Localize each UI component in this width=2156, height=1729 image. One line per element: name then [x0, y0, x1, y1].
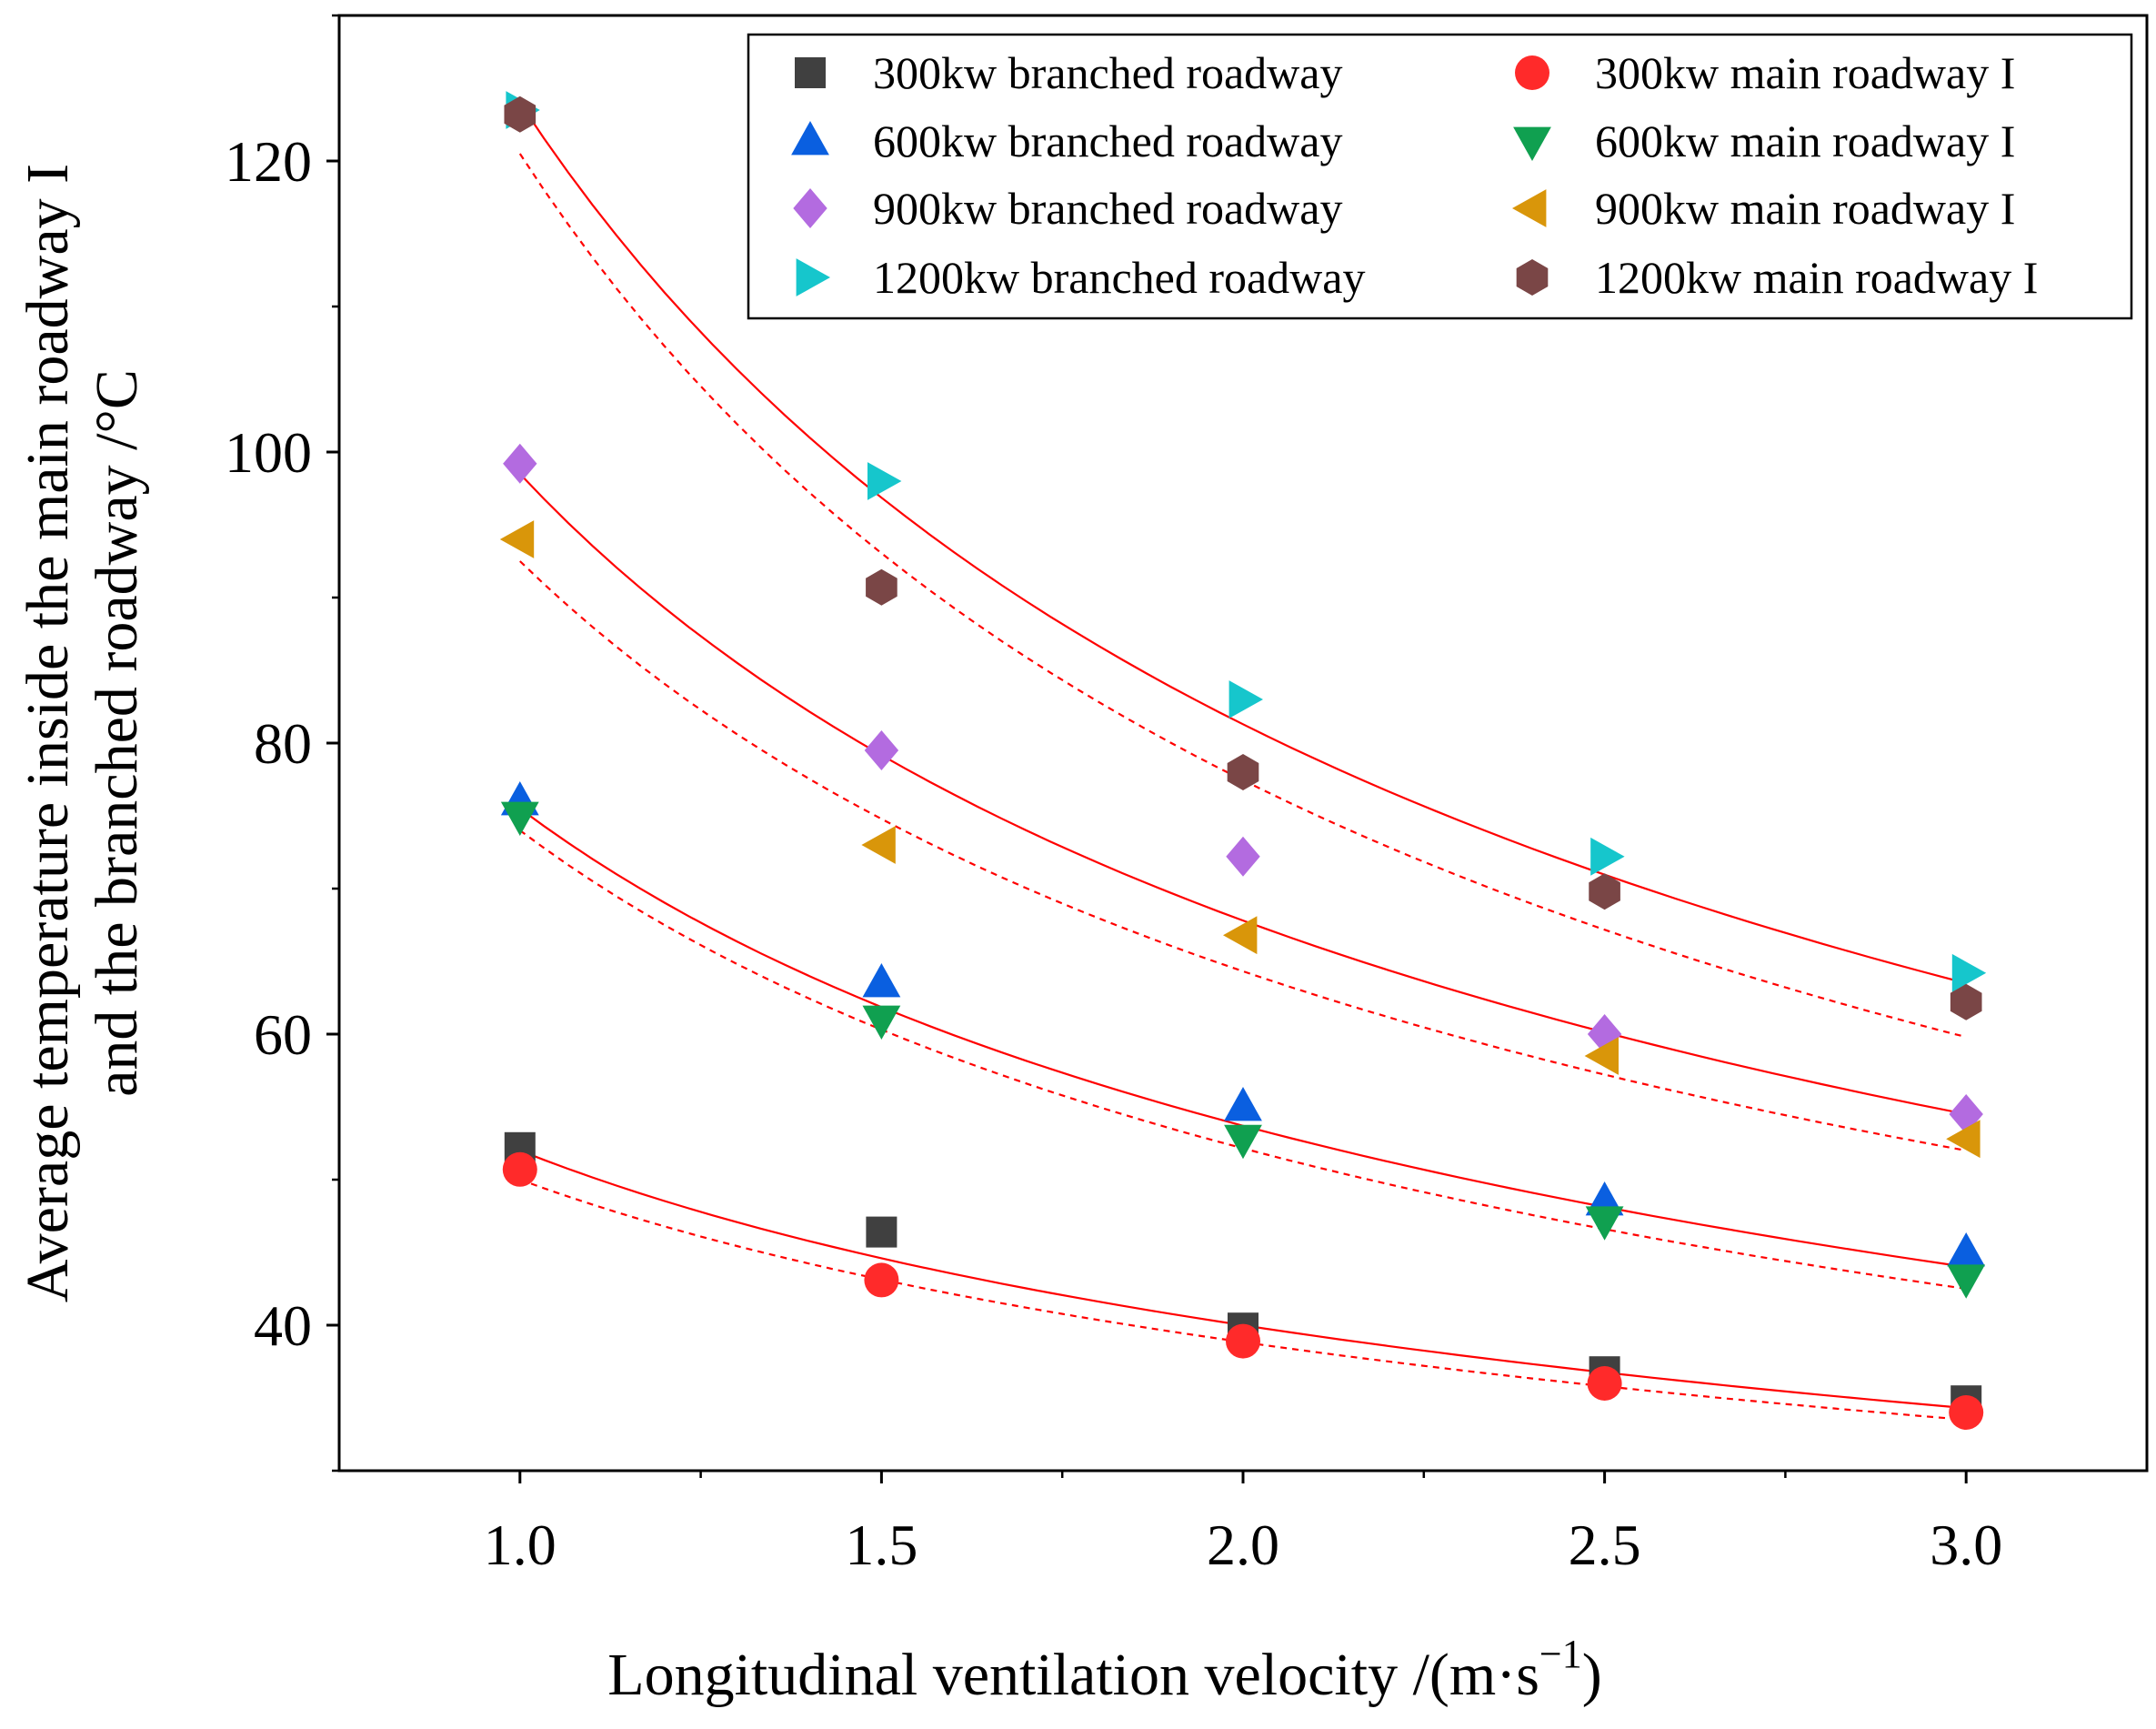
x-tick-label: 1.5 — [845, 1513, 918, 1577]
x-axis-title: Longitudinal ventilation velocity /(m·s−… — [607, 1632, 1601, 1708]
legend-label-5: 900kw branched roadway — [873, 183, 1342, 234]
point-series-6-1 — [499, 520, 535, 558]
point-series-5-2 — [864, 730, 899, 770]
legend-label-6: 900kw main roadway I — [1595, 183, 2015, 234]
legend-marker-1 — [795, 57, 826, 88]
fit-curve-dashed-4 — [519, 829, 1967, 1291]
point-series-4-2 — [862, 1005, 901, 1040]
fit-curve-solid-3 — [519, 808, 1967, 1269]
x-tick-label: 3.0 — [1930, 1513, 2002, 1577]
fit-curve-solid-5 — [519, 473, 1967, 1116]
y-tick-label: 60 — [254, 1002, 312, 1067]
point-series-6-5 — [1946, 1120, 1981, 1159]
point-series-2-1 — [502, 1151, 537, 1187]
point-series-5-1 — [503, 443, 537, 484]
point-series-2-2 — [864, 1262, 899, 1298]
point-series-8-4 — [1589, 873, 1620, 910]
legend-marker-4 — [1513, 126, 1551, 161]
point-series-6-2 — [861, 826, 896, 864]
legend-marker-7 — [796, 258, 830, 297]
point-series-2-4 — [1587, 1366, 1622, 1401]
point-series-3-3 — [1224, 1087, 1262, 1121]
fit-curve-solid-7 — [518, 102, 1967, 985]
point-series-3-5 — [1947, 1232, 1986, 1267]
point-series-8-5 — [1950, 983, 1982, 1020]
point-series-3-2 — [862, 963, 901, 998]
point-series-5-4 — [1587, 1014, 1622, 1054]
point-series-5-3 — [1226, 836, 1260, 877]
x-axis-title-end: ) — [1582, 1642, 1602, 1708]
y-axis-title-line2: and the branched roadway /°C — [84, 369, 150, 1097]
point-series-4-3 — [1224, 1124, 1262, 1160]
legend-marker-6 — [1512, 189, 1547, 227]
point-series-7-2 — [867, 462, 902, 500]
y-tick-label: 80 — [254, 711, 312, 776]
x-axis-title-main: Longitudinal ventilation velocity /(m·s — [607, 1642, 1539, 1708]
legend: 300kw branched roadway 300kw main roadway… — [747, 33, 2133, 320]
point-series-2-5 — [1949, 1395, 1984, 1430]
fit-curve-dashed-2 — [519, 1178, 1967, 1422]
point-series-7-4 — [1590, 837, 1625, 876]
point-series-4-1 — [500, 801, 539, 836]
legend-label-3: 600kw branched roadway — [873, 116, 1342, 166]
legend-marker-8 — [1516, 259, 1549, 296]
legend-label-4: 600kw main roadway I — [1595, 116, 2015, 166]
point-series-7-3 — [1228, 680, 1263, 719]
point-series-6-4 — [1584, 1037, 1619, 1075]
axis-ticks: 1.0 1.5 2.0 2.5 3.0 40 60 80 100 120 — [225, 14, 2002, 1577]
point-series-8-3 — [1227, 754, 1259, 790]
point-series-8-1 — [504, 95, 536, 133]
point-series-4-4 — [1585, 1206, 1624, 1241]
y-tick-label: 120 — [225, 129, 312, 194]
data-points — [499, 91, 1987, 1430]
legend-marker-5 — [793, 188, 827, 228]
point-series-8-2 — [866, 568, 897, 606]
fit-curve-dashed-8 — [518, 153, 1967, 1039]
x-tick-label: 2.5 — [1569, 1513, 1641, 1577]
fit-curve-solid-1 — [519, 1149, 1967, 1410]
y-tick-label: 40 — [254, 1293, 312, 1358]
legend-box — [747, 33, 2133, 320]
x-axis-title-superscript: −1 — [1539, 1632, 1582, 1676]
point-series-7-5 — [1951, 953, 1987, 992]
legend-marker-3 — [791, 121, 829, 156]
fit-curve-dashed-6 — [519, 560, 1967, 1152]
y-axis-title: Average temperature inside the main road… — [15, 164, 150, 1302]
x-tick-label: 1.0 — [484, 1513, 557, 1577]
legend-label-2: 300kw main roadway I — [1595, 47, 2015, 98]
legend-label-8: 1200kw main roadway I — [1595, 252, 2038, 303]
legend-label-1: 300kw branched roadway — [873, 47, 1342, 98]
point-series-6-3 — [1223, 916, 1258, 955]
point-series-1-2 — [866, 1216, 897, 1248]
point-series-4-5 — [1947, 1264, 1986, 1299]
y-axis-title-line1: Average temperature inside the main road… — [15, 164, 81, 1302]
x-tick-label: 2.0 — [1207, 1513, 1279, 1577]
legend-label-7: 1200kw branched roadway — [873, 252, 1365, 303]
legend-marker-2 — [1515, 55, 1549, 90]
point-series-2-3 — [1226, 1323, 1260, 1359]
y-tick-label: 100 — [225, 420, 312, 485]
